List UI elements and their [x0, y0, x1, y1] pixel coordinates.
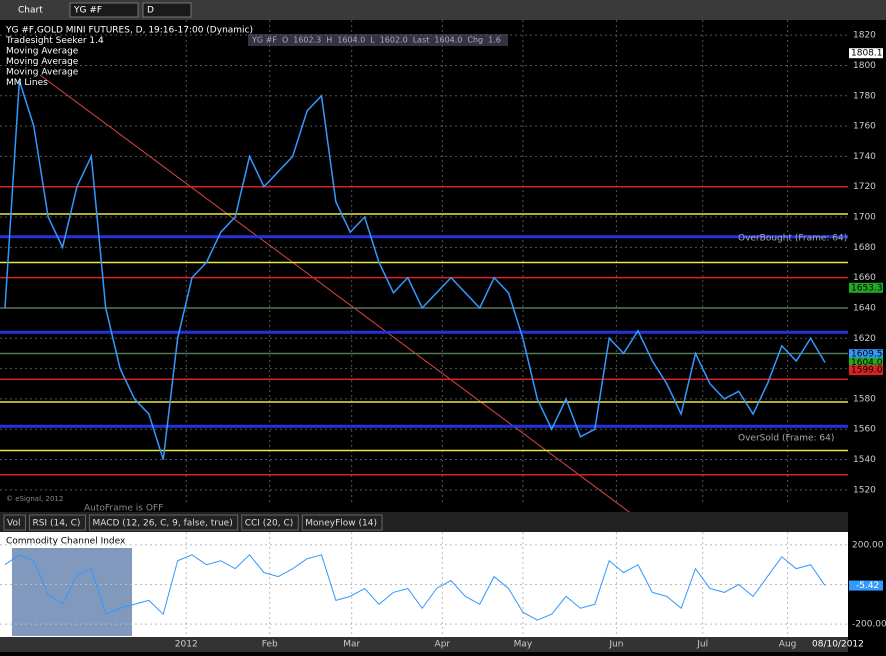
legend-line: Tradesight Seeker 1.4: [5, 36, 104, 46]
quote-field: 1604.0: [434, 36, 462, 45]
toolbar-label: Chart: [18, 6, 43, 16]
x-tick-label: Feb: [262, 640, 278, 650]
interval-box[interactable]: [142, 2, 192, 18]
interval[interactable]: D: [147, 6, 154, 16]
x-tick-label: Apr: [435, 640, 451, 650]
tab-border[interactable]: [3, 514, 26, 531]
y-tick-label: 1700: [853, 213, 876, 223]
y-tick-label: 1520: [853, 485, 876, 495]
y-tick-label: 1560: [853, 425, 876, 435]
time-axis: [0, 637, 848, 652]
quote-field: H: [326, 36, 332, 45]
quote-field: 1604.0: [337, 36, 365, 45]
symbol-box[interactable]: [69, 2, 139, 18]
overbought-label: OverBought (Frame: 64): [738, 234, 847, 244]
tab-border[interactable]: [88, 514, 239, 531]
indicator-tab[interactable]: Vol: [7, 519, 20, 529]
x-tick-label: Jul: [696, 640, 708, 650]
legend-line: MM Lines: [6, 78, 48, 88]
price-label-box: [849, 48, 883, 59]
y-tick-label: 1820: [853, 31, 876, 41]
cci-title: Commodity Channel Index: [6, 537, 126, 547]
y-tick-label: 1580: [853, 394, 876, 404]
quote-field: Last: [413, 36, 430, 45]
x-tick-label: 2012: [175, 640, 198, 650]
tab-border[interactable]: [301, 514, 383, 531]
autoframe-label: AutoFrame is OFF: [84, 504, 163, 514]
cci-last-box: [849, 580, 883, 591]
price-label-box: [849, 365, 883, 376]
data-window: [12, 548, 132, 636]
y-tick-label: 1640: [853, 303, 876, 313]
y-tick-label: 1680: [853, 243, 876, 253]
x-tick-label: Mar: [343, 640, 360, 650]
price-label-box: [849, 357, 883, 368]
copyright: © eSignal, 2012: [6, 495, 63, 503]
price-label: 1604.0: [851, 358, 883, 368]
price-label-box: [849, 349, 883, 360]
cci-last-label: -5.42: [856, 581, 879, 591]
legend-line: Moving Average: [6, 47, 79, 57]
tab-bar: [0, 512, 848, 532]
quote-field: L: [370, 36, 375, 45]
trendline: [39, 74, 641, 521]
quote-field: 1.6: [488, 36, 501, 45]
indicator-tab[interactable]: MACD (12, 26, C, 9, false, true): [92, 519, 232, 529]
y-tick-label: 1800: [853, 61, 876, 71]
price-label: 1808.1: [851, 49, 883, 59]
toolbar: [0, 0, 886, 20]
y-tick-label: 1660: [853, 273, 876, 283]
price-label: 1653.3: [851, 283, 883, 293]
legend-line: Moving Average: [6, 68, 79, 78]
legend-line: Moving Average: [6, 57, 79, 67]
x-tick-label: May: [514, 640, 533, 650]
indicator-tab[interactable]: MoneyFlow (14): [305, 519, 377, 529]
price-label-box: [849, 282, 883, 293]
tab-border[interactable]: [241, 514, 299, 531]
price-line: [4, 80, 826, 460]
quote-field: 1602.0: [380, 36, 408, 45]
y-tick-label: 1720: [853, 182, 876, 192]
tab-border[interactable]: [28, 514, 86, 531]
quote-field: YG #F: [251, 36, 277, 45]
symbol[interactable]: YG #F: [73, 6, 102, 16]
cci-tick-label: -200.00: [852, 620, 886, 630]
cci-line: [4, 554, 826, 621]
legend-line: YG #F,GOLD MINI FUTURES, D, 19:16-17:00 …: [5, 26, 253, 36]
price-axis: [848, 20, 886, 652]
y-tick-label: 1780: [853, 91, 876, 101]
x-tick-label: Jun: [608, 640, 623, 650]
cci-tick-label: 200.00: [852, 540, 884, 550]
quote-field: O: [282, 36, 288, 45]
price-label: 1599.0: [851, 366, 883, 376]
oversold-label: OverSold (Frame: 64): [738, 434, 834, 444]
x-tick-label: Aug: [779, 640, 797, 650]
quote-bar: [248, 34, 508, 46]
y-tick-label: 1620: [853, 334, 876, 344]
quote-field: 1602.3: [293, 36, 321, 45]
y-tick-label: 1740: [853, 152, 876, 162]
y-tick-label: 1540: [853, 455, 876, 465]
indicator-tab[interactable]: RSI (14, C): [32, 519, 80, 529]
date-label: 08/10/2012: [812, 640, 864, 650]
y-tick-label: 1760: [853, 122, 876, 132]
quote-field: Chg: [467, 36, 483, 45]
indicator-tab[interactable]: CCI (20, C): [245, 519, 294, 529]
price-label: 1609.5: [851, 350, 883, 360]
